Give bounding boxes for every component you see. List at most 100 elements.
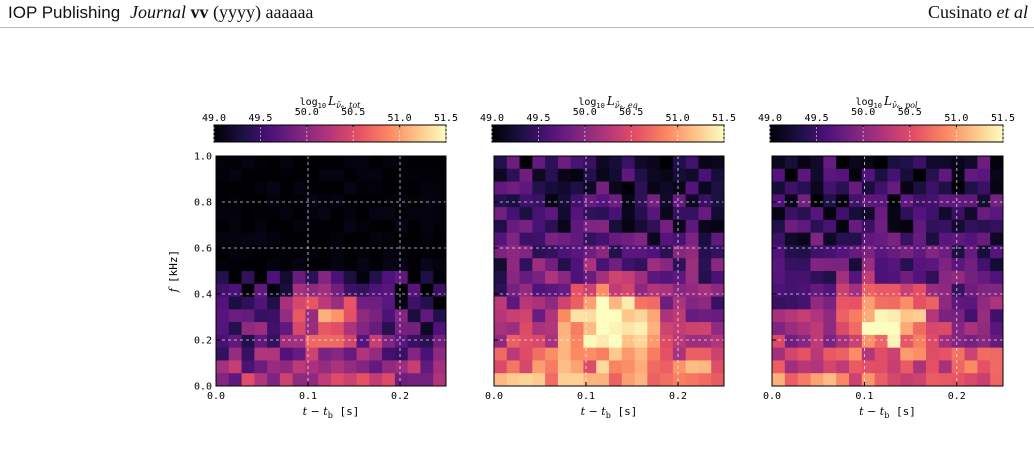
- heatmap-cell: [810, 232, 824, 247]
- heatmap-cell: [356, 258, 370, 272]
- heatmap-cell: [216, 373, 230, 386]
- heatmap-cell: [241, 309, 255, 323]
- heatmap-cell: [433, 322, 446, 336]
- heatmap-cell: [964, 245, 978, 259]
- heatmap-cell: [900, 219, 914, 234]
- heatmap-cell: [660, 219, 674, 234]
- heatmap-cell: [685, 181, 700, 195]
- heatmap-cell: [292, 322, 307, 336]
- heatmap-cell: [356, 271, 370, 285]
- heatmap-cell: [570, 219, 585, 234]
- heatmap-cell: [331, 168, 345, 183]
- heatmap-cell: [913, 309, 927, 323]
- heatmap-cell: [698, 245, 712, 259]
- heatmap-cell: [394, 219, 409, 234]
- heatmap-cell: [823, 347, 837, 362]
- heatmap-cell: [836, 194, 850, 208]
- heatmap-cell: [596, 360, 610, 374]
- heatmap-cell: [570, 283, 585, 298]
- heatmap-cell: [494, 373, 508, 386]
- heatmap-cell: [532, 360, 546, 374]
- heatmap-cell: [672, 232, 687, 247]
- heatmap-cell: [407, 360, 422, 374]
- heatmap-cell: [849, 232, 863, 247]
- heatmap-cell: [874, 347, 889, 362]
- heatmap-cell: [836, 232, 850, 247]
- heatmap-cell: [823, 181, 837, 195]
- heatmap-cell: [990, 309, 1003, 323]
- heatmap-cell: [216, 360, 230, 374]
- heatmap-cell: [634, 194, 648, 208]
- heatmap-cell: [241, 232, 255, 247]
- heatmap-cell: [698, 360, 712, 374]
- heatmap-cell: [685, 207, 700, 221]
- heatmap-cell: [849, 347, 863, 362]
- heatmap-cell: [977, 156, 991, 170]
- heatmap-cell: [570, 347, 585, 362]
- heatmap-cell: [583, 207, 597, 221]
- heatmap-cell: [494, 296, 508, 310]
- heatmap-cell: [420, 322, 434, 336]
- heatmap-cell: [836, 181, 850, 195]
- heatmap-cell: [519, 232, 533, 247]
- heatmap-cell: [784, 283, 799, 298]
- heatmap-cell: [506, 334, 521, 349]
- heatmap-cell: [570, 232, 585, 247]
- heatmap-cell: [254, 219, 268, 234]
- heatmap-cell: [506, 347, 521, 362]
- heatmap-cell: [382, 194, 396, 208]
- heatmap-cell: [772, 207, 786, 221]
- heatmap-cell: [382, 271, 396, 285]
- heatmap-cell: [494, 334, 508, 349]
- heatmap-cell: [685, 156, 700, 170]
- heatmap-cell: [977, 245, 991, 259]
- heatmap-cell: [964, 168, 978, 183]
- heatmap-cell: [433, 283, 446, 298]
- heatmap-cell: [797, 322, 812, 336]
- heatmap-cell: [545, 245, 559, 259]
- heatmap-cell: [267, 207, 281, 221]
- heatmap-cell: [356, 168, 370, 183]
- heatmap-cell: [977, 322, 991, 336]
- heatmap-cell: [887, 360, 901, 374]
- heatmap-cell: [420, 219, 434, 234]
- heatmap-cell: [711, 168, 724, 183]
- heatmap-cell: [292, 258, 307, 272]
- heatmap-cell: [356, 207, 370, 221]
- heatmap-cell: [331, 360, 345, 374]
- heatmap-cell: [698, 309, 712, 323]
- heatmap-cell: [609, 181, 623, 195]
- heatmap-cell: [672, 347, 687, 362]
- heatmap-cell: [369, 347, 383, 362]
- heatmap-cell: [318, 194, 332, 208]
- x-axis-label: t − tb [s]: [303, 405, 360, 420]
- colorbar-tick-label: 50.0: [295, 107, 319, 118]
- heatmap-cell: [874, 283, 889, 298]
- heatmap-cell: [797, 334, 812, 349]
- heatmap-cell: [797, 373, 812, 386]
- heatmap-cell: [938, 181, 953, 195]
- heatmap-cell: [254, 232, 268, 247]
- heatmap-cell: [849, 271, 863, 285]
- heatmap-cell: [583, 168, 597, 183]
- heatmap-cell: [267, 283, 281, 298]
- heatmap-cell: [305, 219, 319, 234]
- heatmap-cell: [596, 258, 610, 272]
- heatmap-cell: [849, 309, 863, 323]
- heatmap-cell: [772, 156, 786, 170]
- y-tick-label: 1.0: [194, 152, 212, 163]
- heatmap-cell: [241, 283, 255, 298]
- heatmap-cell: [254, 334, 268, 349]
- heatmap-cell: [861, 296, 876, 310]
- heatmap-cell: [660, 194, 674, 208]
- heatmap-cell: [267, 360, 281, 374]
- heatmap-cell: [583, 271, 597, 285]
- heatmap-cell: [557, 373, 572, 386]
- heatmap-cell: [532, 296, 546, 310]
- heatmap-cell: [305, 156, 319, 170]
- heatmap-cell: [216, 245, 230, 259]
- heatmap-cell: [797, 232, 812, 247]
- heatmap-cell: [519, 347, 533, 362]
- heatmap-cell: [900, 207, 914, 221]
- heatmap-cell: [647, 245, 661, 259]
